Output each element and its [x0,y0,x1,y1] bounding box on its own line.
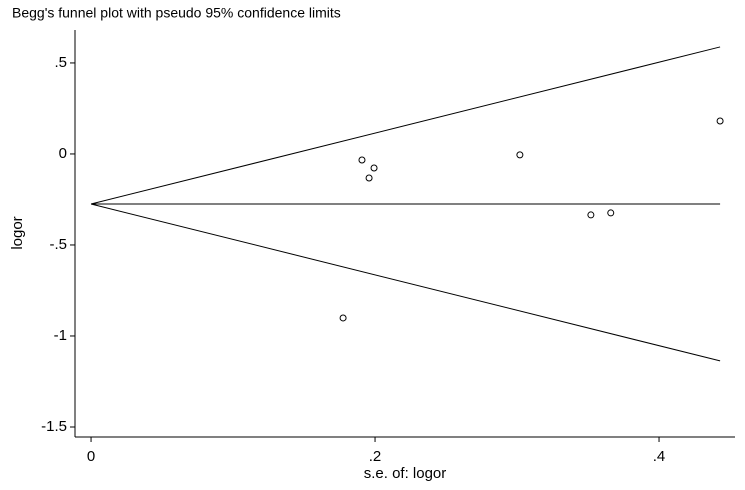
y-axis-label: logor [9,216,26,249]
study-point [339,314,347,322]
study-point [358,156,366,164]
study-point [716,117,724,125]
x-tick-label: .2 [369,448,382,465]
study-point [370,164,378,172]
x-axis-label: s.e. of: logor [364,465,447,482]
y-tick-label: -1 [54,327,67,344]
y-tick-label: -1.5 [41,418,67,435]
funnel-line [90,203,721,362]
x-tick-label: .4 [653,448,666,465]
study-point [365,174,373,182]
study-point [516,151,524,159]
funnel-line [90,46,721,205]
chart-title: Begg's funnel plot with pseudo 95% confi… [12,5,341,21]
y-tick-label: .5 [54,54,67,71]
y-tick-label: -.5 [49,236,67,253]
study-point [607,209,615,217]
x-tick-label: 0 [87,448,95,465]
y-tick-label: 0 [59,145,67,162]
study-point [587,211,595,219]
